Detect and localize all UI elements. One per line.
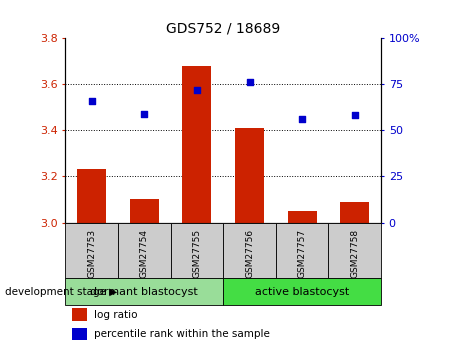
Bar <box>77 169 106 223</box>
Bar <box>72 328 87 340</box>
Text: active blastocyst: active blastocyst <box>255 287 349 296</box>
Bar <box>130 199 159 223</box>
Bar <box>235 128 264 223</box>
Bar <box>288 211 317 223</box>
Text: log ratio: log ratio <box>94 310 137 319</box>
Point <box>141 111 148 116</box>
Text: GSM27758: GSM27758 <box>350 229 359 278</box>
Text: development stage ▶: development stage ▶ <box>5 287 117 296</box>
Bar <box>276 223 328 278</box>
Point <box>246 79 253 85</box>
Text: GSM27753: GSM27753 <box>87 229 96 278</box>
Text: dormant blastocyst: dormant blastocyst <box>91 287 198 296</box>
Bar <box>328 223 381 278</box>
Text: GSM27755: GSM27755 <box>193 229 202 278</box>
Bar <box>72 308 87 321</box>
Point <box>193 87 201 92</box>
Text: GSM27754: GSM27754 <box>140 229 149 278</box>
Bar <box>183 66 212 223</box>
Bar <box>170 223 223 278</box>
Bar <box>65 278 223 305</box>
Point <box>351 113 359 118</box>
Title: GDS752 / 18689: GDS752 / 18689 <box>166 21 281 36</box>
Text: GSM27756: GSM27756 <box>245 229 254 278</box>
Text: percentile rank within the sample: percentile rank within the sample <box>94 329 270 339</box>
Point <box>299 116 306 122</box>
Bar <box>341 202 369 223</box>
Bar <box>223 278 381 305</box>
Bar <box>118 223 170 278</box>
Text: GSM27757: GSM27757 <box>298 229 307 278</box>
Bar <box>223 223 276 278</box>
Point <box>88 98 95 104</box>
Bar <box>65 223 118 278</box>
